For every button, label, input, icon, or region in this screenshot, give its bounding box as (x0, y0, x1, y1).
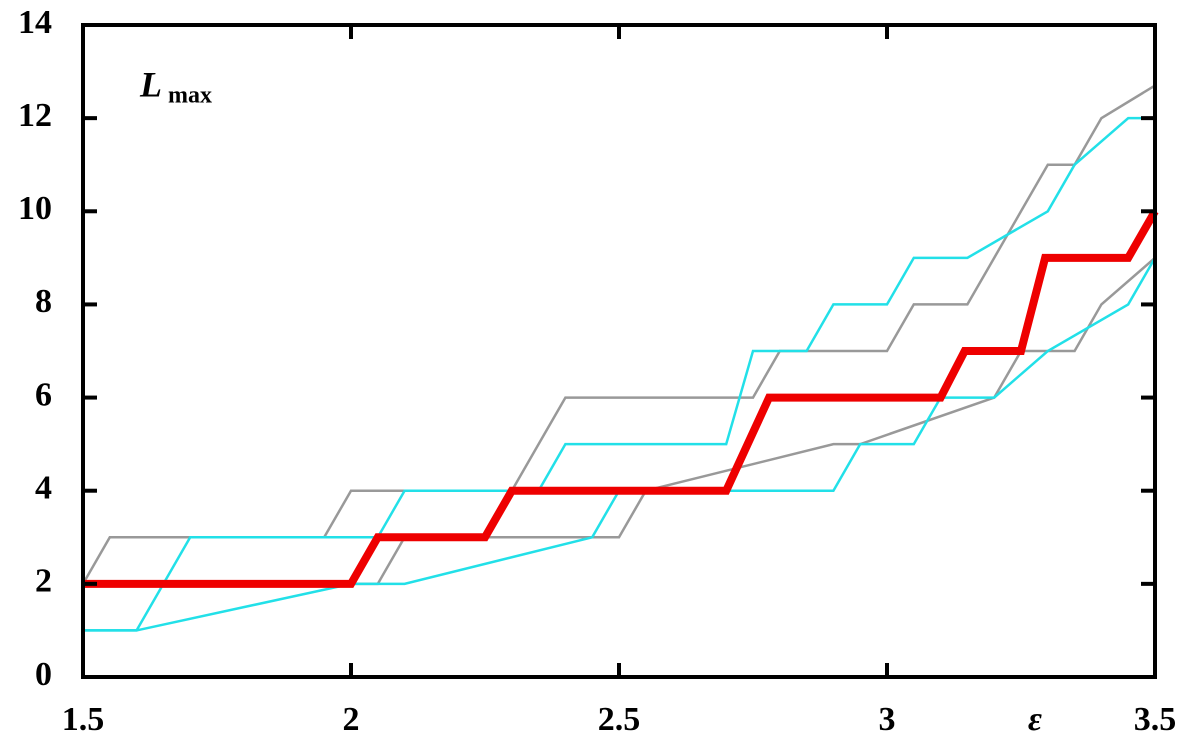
y-tick-label: 4 (35, 470, 52, 507)
plot-frame (81, 23, 1157, 679)
annotation: L (139, 64, 162, 104)
y-tick-label: 14 (18, 4, 52, 41)
x-tick-label: 1.5 (62, 701, 105, 738)
y-tick-label: 2 (35, 563, 52, 600)
x-tick-label: 2.5 (598, 701, 641, 738)
annotation-sub: max (168, 83, 212, 109)
y-tick-label: 0 (35, 656, 52, 693)
x-tick-label: 3 (879, 701, 896, 738)
y-tick-label: 8 (35, 283, 52, 320)
y-tick-label: 10 (18, 190, 52, 227)
series-line (83, 116, 1155, 632)
series-line (83, 209, 1159, 588)
series-line (83, 256, 1156, 586)
x-axis-label: ε (1028, 701, 1042, 738)
y-tick-label: 6 (35, 376, 52, 413)
y-tick-label: 12 (18, 97, 52, 134)
x-tick-label: 3.5 (1134, 701, 1177, 738)
series-line (83, 257, 1157, 632)
series-line (81, 84, 1156, 585)
x-tick-label: 2 (343, 701, 360, 738)
